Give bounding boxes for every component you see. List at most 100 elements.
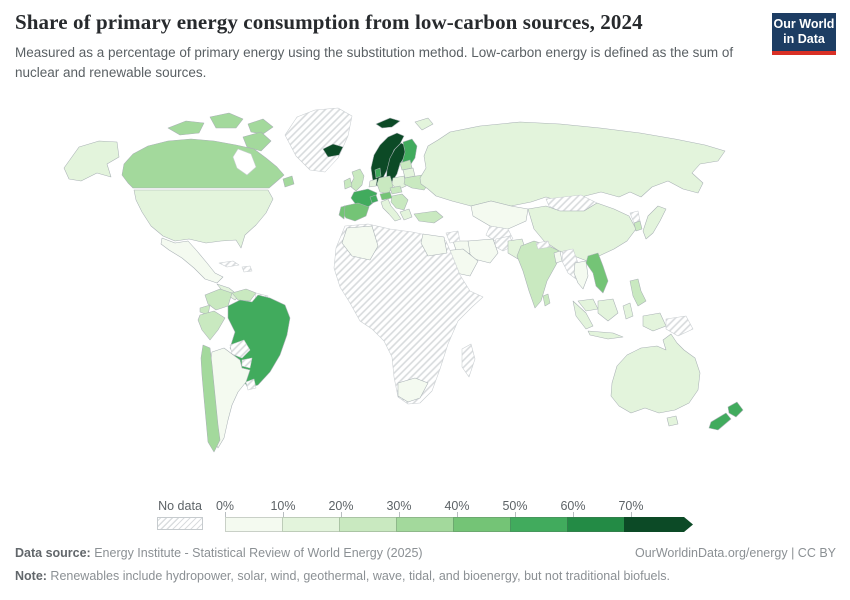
legend-bucket-70%+[interactable]	[624, 517, 693, 532]
data-source-line: Data source: Energy Institute - Statisti…	[15, 546, 423, 560]
region-spain[interactable]	[340, 202, 370, 222]
region-australia[interactable]	[610, 333, 701, 414]
region-greece[interactable]	[399, 208, 413, 221]
region-italy[interactable]	[380, 198, 402, 222]
owid-logo-line1: Our World	[773, 16, 835, 31]
region-czech-slovakia[interactable]	[389, 185, 403, 195]
legend-tick-mark	[457, 512, 458, 517]
legend-no-data[interactable]: No data	[157, 499, 203, 530]
region-svalbard[interactable]	[375, 117, 401, 129]
region-mexico[interactable]	[160, 237, 224, 284]
region-new-zealand[interactable]	[708, 412, 732, 431]
legend-bucket-40-50%[interactable]	[453, 517, 511, 532]
region-uruguay[interactable]	[245, 378, 257, 391]
region-australia-tasmania[interactable]	[666, 415, 679, 427]
region-bolivia[interactable]	[229, 339, 251, 359]
region-egypt[interactable]	[420, 233, 448, 257]
region-venezuela[interactable]	[231, 288, 257, 302]
region-sri-lanka[interactable]	[542, 293, 551, 307]
region-switzerland[interactable]	[369, 194, 379, 204]
region-japan[interactable]	[642, 205, 667, 240]
region-cuba[interactable]	[218, 260, 240, 268]
region-denmark[interactable]	[374, 167, 382, 179]
region-indonesia[interactable]	[572, 300, 594, 330]
region-china[interactable]	[527, 202, 637, 262]
note-line: Note: Renewables include hydropower, sol…	[15, 569, 836, 583]
region-canada[interactable]	[167, 120, 205, 136]
legend-tick-label: 70%	[618, 499, 644, 513]
region-thailand[interactable]	[573, 260, 589, 290]
legend-bar: 0% 10% 20% 30% 40% 50% 60% 70%	[216, 499, 705, 535]
legend-bucket-20-30%[interactable]	[339, 517, 397, 532]
region-algeria[interactable]	[341, 225, 379, 261]
region-canada[interactable]	[242, 131, 272, 152]
region-india[interactable]	[516, 240, 560, 309]
region-peru[interactable]	[197, 310, 226, 341]
region-canada[interactable]	[282, 175, 295, 188]
owid-logo-line2: in Data	[783, 32, 825, 46]
region-south-korea[interactable]	[633, 220, 643, 232]
legend-color-scale	[225, 517, 693, 532]
legend-tick-mark	[283, 512, 284, 517]
region-kazakhstan[interactable]	[470, 200, 529, 230]
owid-logo[interactable]: Our World in Data	[772, 13, 836, 55]
region-indonesia[interactable]	[587, 330, 624, 340]
legend-bucket-50-60%[interactable]	[510, 517, 568, 532]
region-canada[interactable]	[209, 112, 244, 129]
legend-tick-label: 50%	[502, 499, 528, 513]
region-vietnam[interactable]	[585, 252, 609, 294]
legend-bucket-60-70%[interactable]	[567, 517, 625, 532]
legend-tick-label: 30%	[386, 499, 412, 513]
region-indonesia[interactable]	[622, 302, 634, 320]
legend-tick-mark	[515, 512, 516, 517]
region-hispaniola[interactable]	[241, 265, 253, 273]
region-germany[interactable]	[376, 175, 394, 195]
region-canada[interactable]	[247, 118, 274, 135]
chart-header: Share of primary energy consumption from…	[15, 10, 755, 82]
data-source-text: Energy Institute - Statistical Review of…	[90, 546, 423, 560]
legend-tick-mark	[341, 512, 342, 517]
region-russia[interactable]	[419, 121, 726, 207]
legend-bucket-0-10%[interactable]	[225, 517, 283, 532]
region-greenland[interactable]	[284, 107, 353, 173]
region-balkans[interactable]	[390, 193, 409, 211]
region-new-zealand[interactable]	[727, 401, 744, 418]
hudson-bay	[232, 148, 257, 176]
owid-link[interactable]: OurWorldinData.org/energy | CC BY	[634, 546, 836, 560]
region-turkey[interactable]	[413, 210, 444, 224]
region-chile[interactable]	[200, 344, 221, 453]
region-austria[interactable]	[379, 191, 393, 201]
legend-tick-mark	[399, 512, 400, 517]
region-madagascar[interactable]	[461, 343, 476, 378]
note-label: Note:	[15, 569, 47, 583]
region-philippines[interactable]	[629, 278, 647, 307]
chart-subtitle: Measured as a percentage of primary ener…	[15, 45, 734, 80]
region-syria[interactable]	[445, 230, 461, 244]
legend-tick-label: 10%	[270, 499, 296, 513]
region-usa-alaska[interactable]	[63, 140, 120, 182]
legend-bucket-10-20%[interactable]	[282, 517, 340, 532]
region-poland[interactable]	[391, 175, 407, 191]
region-russia[interactable]	[414, 117, 434, 131]
region-iceland[interactable]	[322, 143, 344, 158]
region-usa[interactable]	[133, 189, 274, 249]
region-nepal[interactable]	[535, 240, 551, 250]
chart-footer: Data source: Energy Institute - Statisti…	[15, 546, 836, 583]
page-title: Share of primary energy consumption from…	[15, 10, 643, 34]
legend-tick-label: 60%	[560, 499, 586, 513]
region-papua-new-guinea[interactable]	[665, 315, 694, 337]
region-portugal[interactable]	[338, 205, 346, 220]
region-finland[interactable]	[401, 138, 418, 168]
legend-no-data-label: No data	[158, 499, 202, 513]
legend-bucket-30-40%[interactable]	[396, 517, 454, 532]
region-benelux[interactable]	[368, 178, 378, 188]
region-indonesia[interactable]	[642, 312, 667, 332]
region-indonesia[interactable]	[597, 298, 619, 322]
region-paraguay[interactable]	[241, 357, 253, 369]
legend-no-data-swatch	[157, 517, 203, 530]
region-ireland[interactable]	[343, 177, 353, 190]
region-uk[interactable]	[349, 168, 365, 192]
legend-tick-mark	[631, 512, 632, 517]
region-south-africa[interactable]	[397, 377, 429, 403]
